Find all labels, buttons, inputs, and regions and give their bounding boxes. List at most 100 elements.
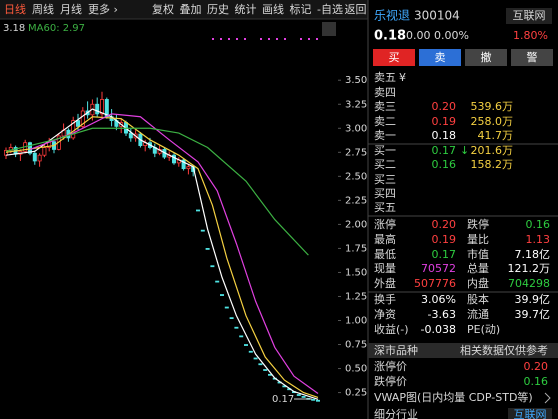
candle-body — [205, 248, 210, 250]
stat-value: 0.16 — [526, 218, 551, 231]
candle-body — [128, 132, 133, 139]
stat-label: 涨停 — [374, 217, 396, 231]
tool-button[interactable]: 标记 — [290, 2, 312, 16]
tool-button[interactable]: -自选 — [317, 3, 343, 16]
limit-up: 0.20 — [524, 360, 549, 373]
trade-button[interactable] — [511, 49, 553, 66]
order-level: 卖四 — [374, 86, 396, 99]
tool-button[interactable]: 统计 — [235, 3, 257, 16]
stat-label: 现量 — [374, 262, 396, 275]
order-volume: 539.6万 — [471, 100, 514, 113]
candle-body — [263, 369, 268, 371]
y-tick-label: 1.75 — [345, 243, 367, 254]
candle-body — [253, 357, 258, 360]
trade-button[interactable] — [419, 49, 461, 66]
order-price: 0.17 — [432, 144, 457, 157]
candle-body — [243, 344, 248, 346]
order-level: 买五 — [374, 201, 396, 214]
order-volume: 258.0万 — [471, 115, 514, 128]
stat-value: -3.63 — [428, 308, 456, 321]
y-tick-label: 0.25 — [345, 388, 367, 399]
moving-average — [5, 108, 319, 400]
stat-label: PE(动) — [467, 323, 500, 336]
order-arrow: ↓ — [460, 144, 469, 157]
last-price-label: 0.17 — [272, 394, 294, 405]
order-level: 卖一 — [374, 129, 396, 142]
order-volume: 41.7万 — [478, 129, 514, 142]
candle-body — [32, 152, 37, 162]
y-tick-label: 0.50 — [345, 364, 367, 375]
stat-label: 最高 — [374, 232, 396, 246]
order-price: 0.20 — [432, 100, 457, 113]
candle-body — [258, 363, 263, 366]
industry-tag[interactable] — [508, 408, 552, 419]
candle-body — [100, 99, 105, 115]
stat-label: 跌停 — [467, 217, 489, 231]
y-tick-label: 2.00 — [345, 219, 367, 230]
y-tick-label: 0.75 — [345, 340, 367, 351]
ma60-label: MA60: 2.97 — [28, 23, 85, 34]
stat-label: 换手 — [374, 292, 396, 306]
stat-label: 总量 — [467, 261, 489, 275]
stat-value: 70572 — [421, 262, 456, 275]
period-tab[interactable]: 日线 — [4, 2, 26, 16]
candle-body — [200, 229, 205, 232]
trade-button-label: 买 — [389, 51, 400, 64]
candle-body — [186, 166, 191, 170]
order-symbol: ¥ — [399, 71, 406, 84]
stat-label: 市值 — [467, 247, 489, 261]
trade-button[interactable] — [465, 49, 507, 66]
tool-button[interactable]: 返回 — [345, 3, 367, 16]
limit-down: 0.16 — [524, 375, 549, 388]
tool-button[interactable]: 历史 — [207, 3, 229, 16]
period-tab[interactable]: 月线 — [60, 2, 82, 16]
y-tick-label: 1.50 — [345, 267, 367, 278]
industry-tag-text: 互联网 — [513, 9, 546, 22]
tool-button[interactable]: 复权 — [152, 2, 174, 16]
markers — [212, 38, 318, 40]
sub-industry-label: 细分行业 — [374, 408, 418, 419]
order-volume: 201.6万 — [471, 144, 514, 157]
y-tick-label: 2.50 — [345, 171, 367, 182]
order-level: 卖二 — [374, 115, 396, 128]
stat-label: 量比 — [467, 233, 489, 246]
y-tick-label: 2.75 — [345, 147, 367, 158]
tool-button[interactable]: 叠加 — [180, 3, 202, 16]
stat-value: 507776 — [414, 277, 456, 290]
candle-body — [42, 147, 47, 156]
candle-body — [219, 294, 224, 296]
trade-button-label: 卖 — [435, 51, 446, 64]
order-price: 0.18 — [432, 129, 457, 142]
scroll-button[interactable] — [322, 22, 336, 36]
candle-body — [315, 399, 320, 402]
right-pct: 1.80% — [513, 29, 548, 42]
tool-button[interactable]: 画线 — [262, 2, 284, 16]
period-tab[interactable]: 更多 › — [88, 2, 118, 16]
order-price: 0.19 — [432, 115, 457, 128]
candle-body — [76, 120, 81, 127]
stat-value: 3.06% — [421, 293, 456, 306]
order-level: 卖五 — [374, 71, 396, 84]
stat-label: 最低 — [374, 248, 396, 261]
candle-body — [27, 142, 32, 154]
trade-button[interactable] — [373, 49, 415, 66]
candle-body — [210, 265, 215, 268]
toolbar — [0, 0, 368, 19]
section-title: 深市品种 — [374, 343, 418, 357]
candle-body — [248, 350, 253, 353]
change: 0.00 — [406, 29, 431, 42]
candle-body — [95, 103, 100, 115]
y-tick-label: 2.25 — [345, 195, 367, 206]
vwap-link[interactable]: VWAP图(日内均量 CDP-STD等) — [374, 390, 533, 404]
order-level: 买一 — [374, 144, 396, 157]
candle-body — [229, 317, 234, 320]
order-level: 卖三 — [374, 100, 396, 113]
stat-value: 1.13 — [526, 233, 551, 246]
stat-value: 121.2万 — [508, 262, 551, 275]
industry-tag[interactable] — [506, 8, 552, 24]
candle-body — [296, 394, 301, 396]
period-tab[interactable]: 周线 — [32, 2, 54, 16]
stat-label: 外盘 — [374, 276, 396, 290]
